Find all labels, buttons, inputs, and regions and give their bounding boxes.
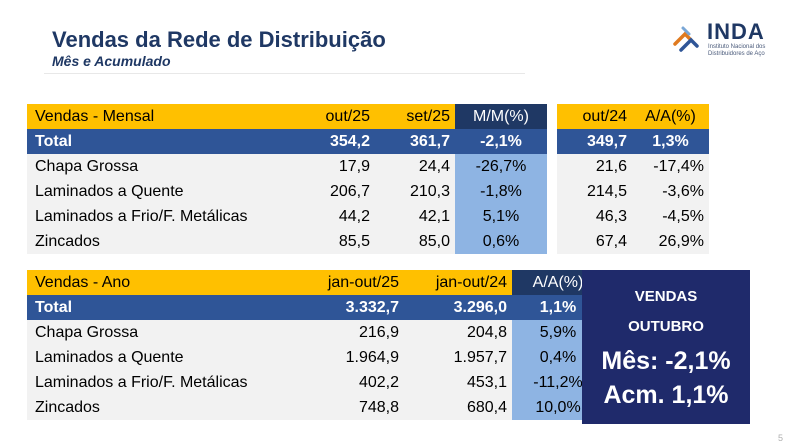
logo-name: INDA [707,19,765,44]
page-title: Vendas da Rede de Distribuição [52,27,386,52]
table-row: Zincados 748,8 680,4 10,0% [27,395,604,420]
cell: 1.964,9 [282,345,404,370]
sales-summary-box: VENDAS OUTUBRO Mês: -2,1% Acm. 1,1% [582,270,750,424]
cell: 349,7 [557,129,632,154]
cell: Total [27,295,282,320]
annual-header-label: Vendas - Ano [27,270,282,295]
cell: 42,1 [375,204,455,229]
cell: Laminados a Quente [27,345,282,370]
cell: 17,9 [297,154,375,179]
cell: Laminados a Quente [27,179,297,204]
cell: -2,1% [455,129,547,154]
summary-accumulated-change: Acm. 1,1% [603,381,729,409]
logo-subtitle-line1: Instituto Nacional dos [708,44,766,50]
cell: 453,1 [404,370,512,395]
cell: 3.332,7 [282,295,404,320]
summary-month: OUTUBRO [628,318,704,335]
cell: 216,9 [282,320,404,345]
page-number: 5 [777,433,783,443]
annual-header-janout25: jan-out/25 [282,270,404,295]
cell: 361,7 [375,129,455,154]
monthly-sales-table: Vendas - Mensal out/25 set/25 M/M(%) out… [27,104,709,254]
annual-sales-table: Vendas - Ano jan-out/25 jan-out/24 A/A(%… [27,270,604,420]
cell: 85,0 [375,229,455,254]
monthly-header-set25: set/25 [375,104,455,129]
cell: 26,9% [632,229,709,254]
summary-title: VENDAS [634,288,698,305]
cell: 1,3% [632,129,709,154]
cell: 67,4 [557,229,632,254]
table-row: Chapa Grossa 216,9 204,8 5,9% [27,320,604,345]
cell: 85,5 [297,229,375,254]
cell: 354,2 [297,129,375,154]
inda-logo-icon [673,26,699,52]
cell: Zincados [27,395,282,420]
cell: Laminados a Frio/F. Metálicas [27,204,297,229]
inda-logo: INDA Instituto Nacional dos Distribuidor… [669,20,779,62]
cell: -4,5% [632,204,709,229]
cell: Chapa Grossa [27,320,282,345]
table-row: Laminados a Frio/F. Metálicas 402,2 453,… [27,370,604,395]
cell: 0,6% [455,229,547,254]
monthly-header-out25: out/25 [297,104,375,129]
cell: 5,1% [455,204,547,229]
cell: 3.296,0 [404,295,512,320]
cell: 206,7 [297,179,375,204]
summary-month-change: Mês: -2,1% [601,347,731,375]
monthly-header-mm: M/M(%) [455,104,547,129]
cell: -17,4% [632,154,709,179]
annual-header-row: Vendas - Ano jan-out/25 jan-out/24 A/A(%… [27,270,604,295]
monthly-header-out24: out/24 [557,104,632,129]
cell: 210,3 [375,179,455,204]
cell: 21,6 [557,154,632,179]
table-row: Laminados a Quente 1.964,9 1.957,7 0,4% [27,345,604,370]
annual-header-janout24: jan-out/24 [404,270,512,295]
table-row: Chapa Grossa 17,9 24,4 -26,7% 21,6 -17,4… [27,154,709,179]
cell: 748,8 [282,395,404,420]
cell: -26,7% [455,154,547,179]
cell: Chapa Grossa [27,154,297,179]
table-row: Zincados 85,5 85,0 0,6% 67,4 26,9% [27,229,709,254]
cell: 24,4 [375,154,455,179]
cell: 1.957,7 [404,345,512,370]
cell: 214,5 [557,179,632,204]
cell: Zincados [27,229,297,254]
cell: -3,6% [632,179,709,204]
cell: Total [27,129,297,154]
table-row: Laminados a Quente 206,7 210,3 -1,8% 214… [27,179,709,204]
annual-total-row: Total 3.332,7 3.296,0 1,1% [27,295,604,320]
cell: 204,8 [404,320,512,345]
cell: Laminados a Frio/F. Metálicas [27,370,282,395]
cell: 680,4 [404,395,512,420]
table-row: Laminados a Frio/F. Metálicas 44,2 42,1 … [27,204,709,229]
monthly-header-aa: A/A(%) [632,104,709,129]
logo-subtitle-line2: Distribuidores de Aço [708,51,765,57]
monthly-total-row: Total 354,2 361,7 -2,1% 349,7 1,3% [27,129,709,154]
monthly-header-row: Vendas - Mensal out/25 set/25 M/M(%) out… [27,104,709,129]
monthly-header-label: Vendas - Mensal [27,104,297,129]
cell: 402,2 [282,370,404,395]
cell: 44,2 [297,204,375,229]
logo-subtitle: Instituto Nacional dos Distribuidores de… [708,44,765,58]
title-divider [44,73,525,74]
cell: 46,3 [557,204,632,229]
cell: -1,8% [455,179,547,204]
page-subtitle: Mês e Acumulado [52,53,171,69]
